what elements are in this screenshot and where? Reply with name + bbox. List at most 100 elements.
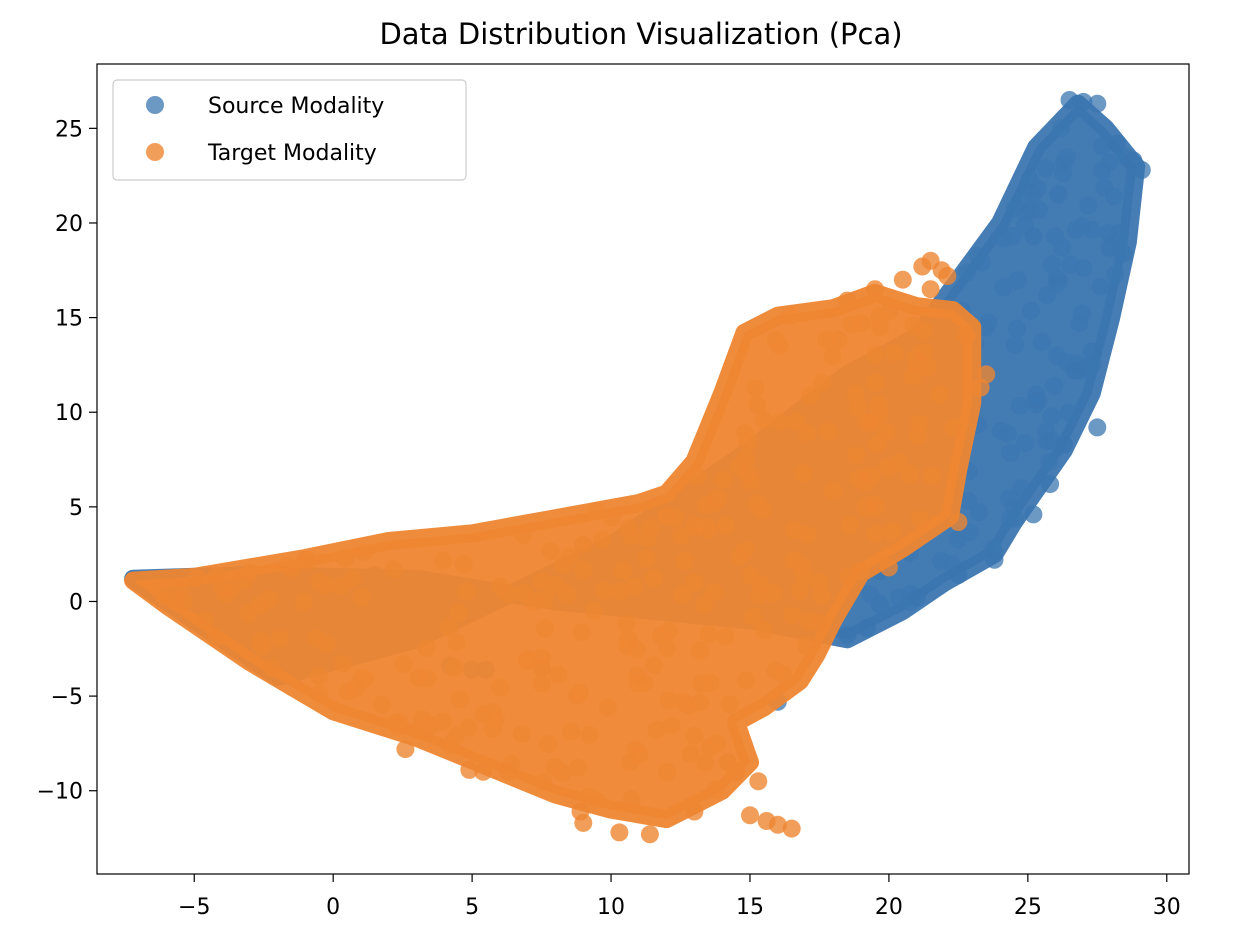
data-point bbox=[333, 654, 352, 673]
x-tick-label: 0 bbox=[326, 895, 340, 920]
data-point bbox=[730, 547, 749, 566]
data-point bbox=[647, 720, 666, 739]
data-point bbox=[849, 399, 868, 418]
data-point bbox=[1052, 118, 1071, 137]
data-point bbox=[532, 658, 551, 677]
x-tick-label: 30 bbox=[1153, 895, 1181, 920]
data-point bbox=[700, 738, 719, 757]
data-point bbox=[720, 695, 739, 714]
data-point bbox=[626, 740, 645, 759]
plot-area bbox=[124, 91, 1151, 844]
data-point bbox=[1015, 434, 1034, 453]
data-point bbox=[449, 603, 468, 622]
data-point bbox=[614, 561, 632, 580]
data-point bbox=[879, 558, 898, 577]
data-point bbox=[409, 668, 428, 687]
legend-marker-target bbox=[146, 143, 164, 161]
data-point bbox=[336, 549, 355, 568]
chart-title: Data Distribution Visualization (Pca) bbox=[379, 17, 902, 51]
data-point bbox=[909, 426, 927, 445]
data-point bbox=[958, 326, 977, 345]
data-point bbox=[394, 655, 413, 674]
data-point bbox=[534, 772, 552, 791]
data-point bbox=[1059, 403, 1078, 422]
data-point bbox=[691, 641, 709, 660]
data-point bbox=[784, 551, 803, 570]
x-tick-label: 15 bbox=[736, 895, 764, 920]
data-point bbox=[1079, 196, 1098, 215]
data-point bbox=[736, 671, 755, 690]
y-tick-label: 15 bbox=[55, 307, 83, 332]
data-point bbox=[704, 495, 722, 514]
data-point bbox=[1092, 137, 1111, 155]
data-point bbox=[641, 518, 660, 537]
data-point bbox=[838, 291, 857, 310]
data-point bbox=[657, 507, 676, 526]
data-point bbox=[644, 569, 663, 588]
data-point bbox=[1049, 185, 1068, 204]
data-point bbox=[944, 418, 963, 437]
data-point bbox=[922, 467, 941, 485]
data-point bbox=[445, 658, 464, 677]
data-point bbox=[766, 331, 785, 350]
data-point bbox=[1020, 170, 1039, 189]
data-point bbox=[744, 607, 763, 626]
data-point bbox=[741, 806, 759, 825]
data-point bbox=[841, 516, 859, 535]
data-point bbox=[685, 802, 704, 821]
data-point bbox=[1024, 227, 1043, 246]
data-point bbox=[754, 411, 773, 430]
data-point bbox=[695, 595, 714, 614]
data-point bbox=[692, 674, 711, 693]
data-point bbox=[685, 726, 704, 745]
data-point bbox=[433, 712, 452, 731]
data-point bbox=[450, 690, 469, 709]
data-point bbox=[384, 560, 403, 579]
data-point bbox=[580, 725, 599, 744]
data-point bbox=[440, 736, 459, 755]
data-point bbox=[866, 373, 885, 392]
legend-label-target: Target Modality bbox=[207, 141, 377, 166]
data-point bbox=[317, 576, 336, 595]
data-point bbox=[749, 772, 768, 791]
data-point bbox=[796, 636, 815, 655]
data-point bbox=[1100, 153, 1118, 172]
y-tick-label: −5 bbox=[51, 685, 83, 710]
data-point bbox=[1099, 224, 1118, 242]
data-point bbox=[812, 587, 831, 606]
data-point bbox=[688, 467, 707, 486]
data-point bbox=[696, 753, 715, 772]
data-point bbox=[206, 628, 225, 647]
data-point bbox=[866, 524, 885, 543]
data-point bbox=[1033, 332, 1051, 351]
data-point bbox=[798, 424, 817, 442]
data-point bbox=[672, 526, 691, 545]
data-point bbox=[389, 718, 408, 737]
data-point bbox=[809, 573, 828, 592]
y-axis: −10 −5 0 5 10 15 20 25 bbox=[37, 117, 97, 805]
data-point bbox=[1024, 505, 1043, 524]
data-point bbox=[846, 384, 865, 403]
data-point bbox=[491, 678, 510, 697]
data-point bbox=[355, 543, 374, 562]
data-point bbox=[782, 819, 801, 838]
data-point bbox=[1042, 255, 1061, 274]
data-point bbox=[699, 625, 718, 644]
data-point bbox=[460, 760, 479, 779]
data-point bbox=[541, 542, 560, 560]
data-point bbox=[932, 552, 950, 571]
y-tick-label: 20 bbox=[55, 212, 83, 237]
data-point bbox=[622, 790, 641, 809]
data-point bbox=[333, 576, 351, 595]
data-point bbox=[985, 550, 1004, 569]
data-point bbox=[819, 422, 838, 441]
data-point bbox=[857, 619, 876, 637]
data-point bbox=[766, 661, 785, 680]
data-point bbox=[994, 278, 1013, 297]
data-point bbox=[849, 469, 868, 488]
data-point bbox=[532, 674, 551, 693]
data-point bbox=[748, 396, 767, 414]
data-point bbox=[514, 525, 533, 544]
data-point bbox=[579, 787, 598, 806]
data-point bbox=[625, 577, 644, 596]
